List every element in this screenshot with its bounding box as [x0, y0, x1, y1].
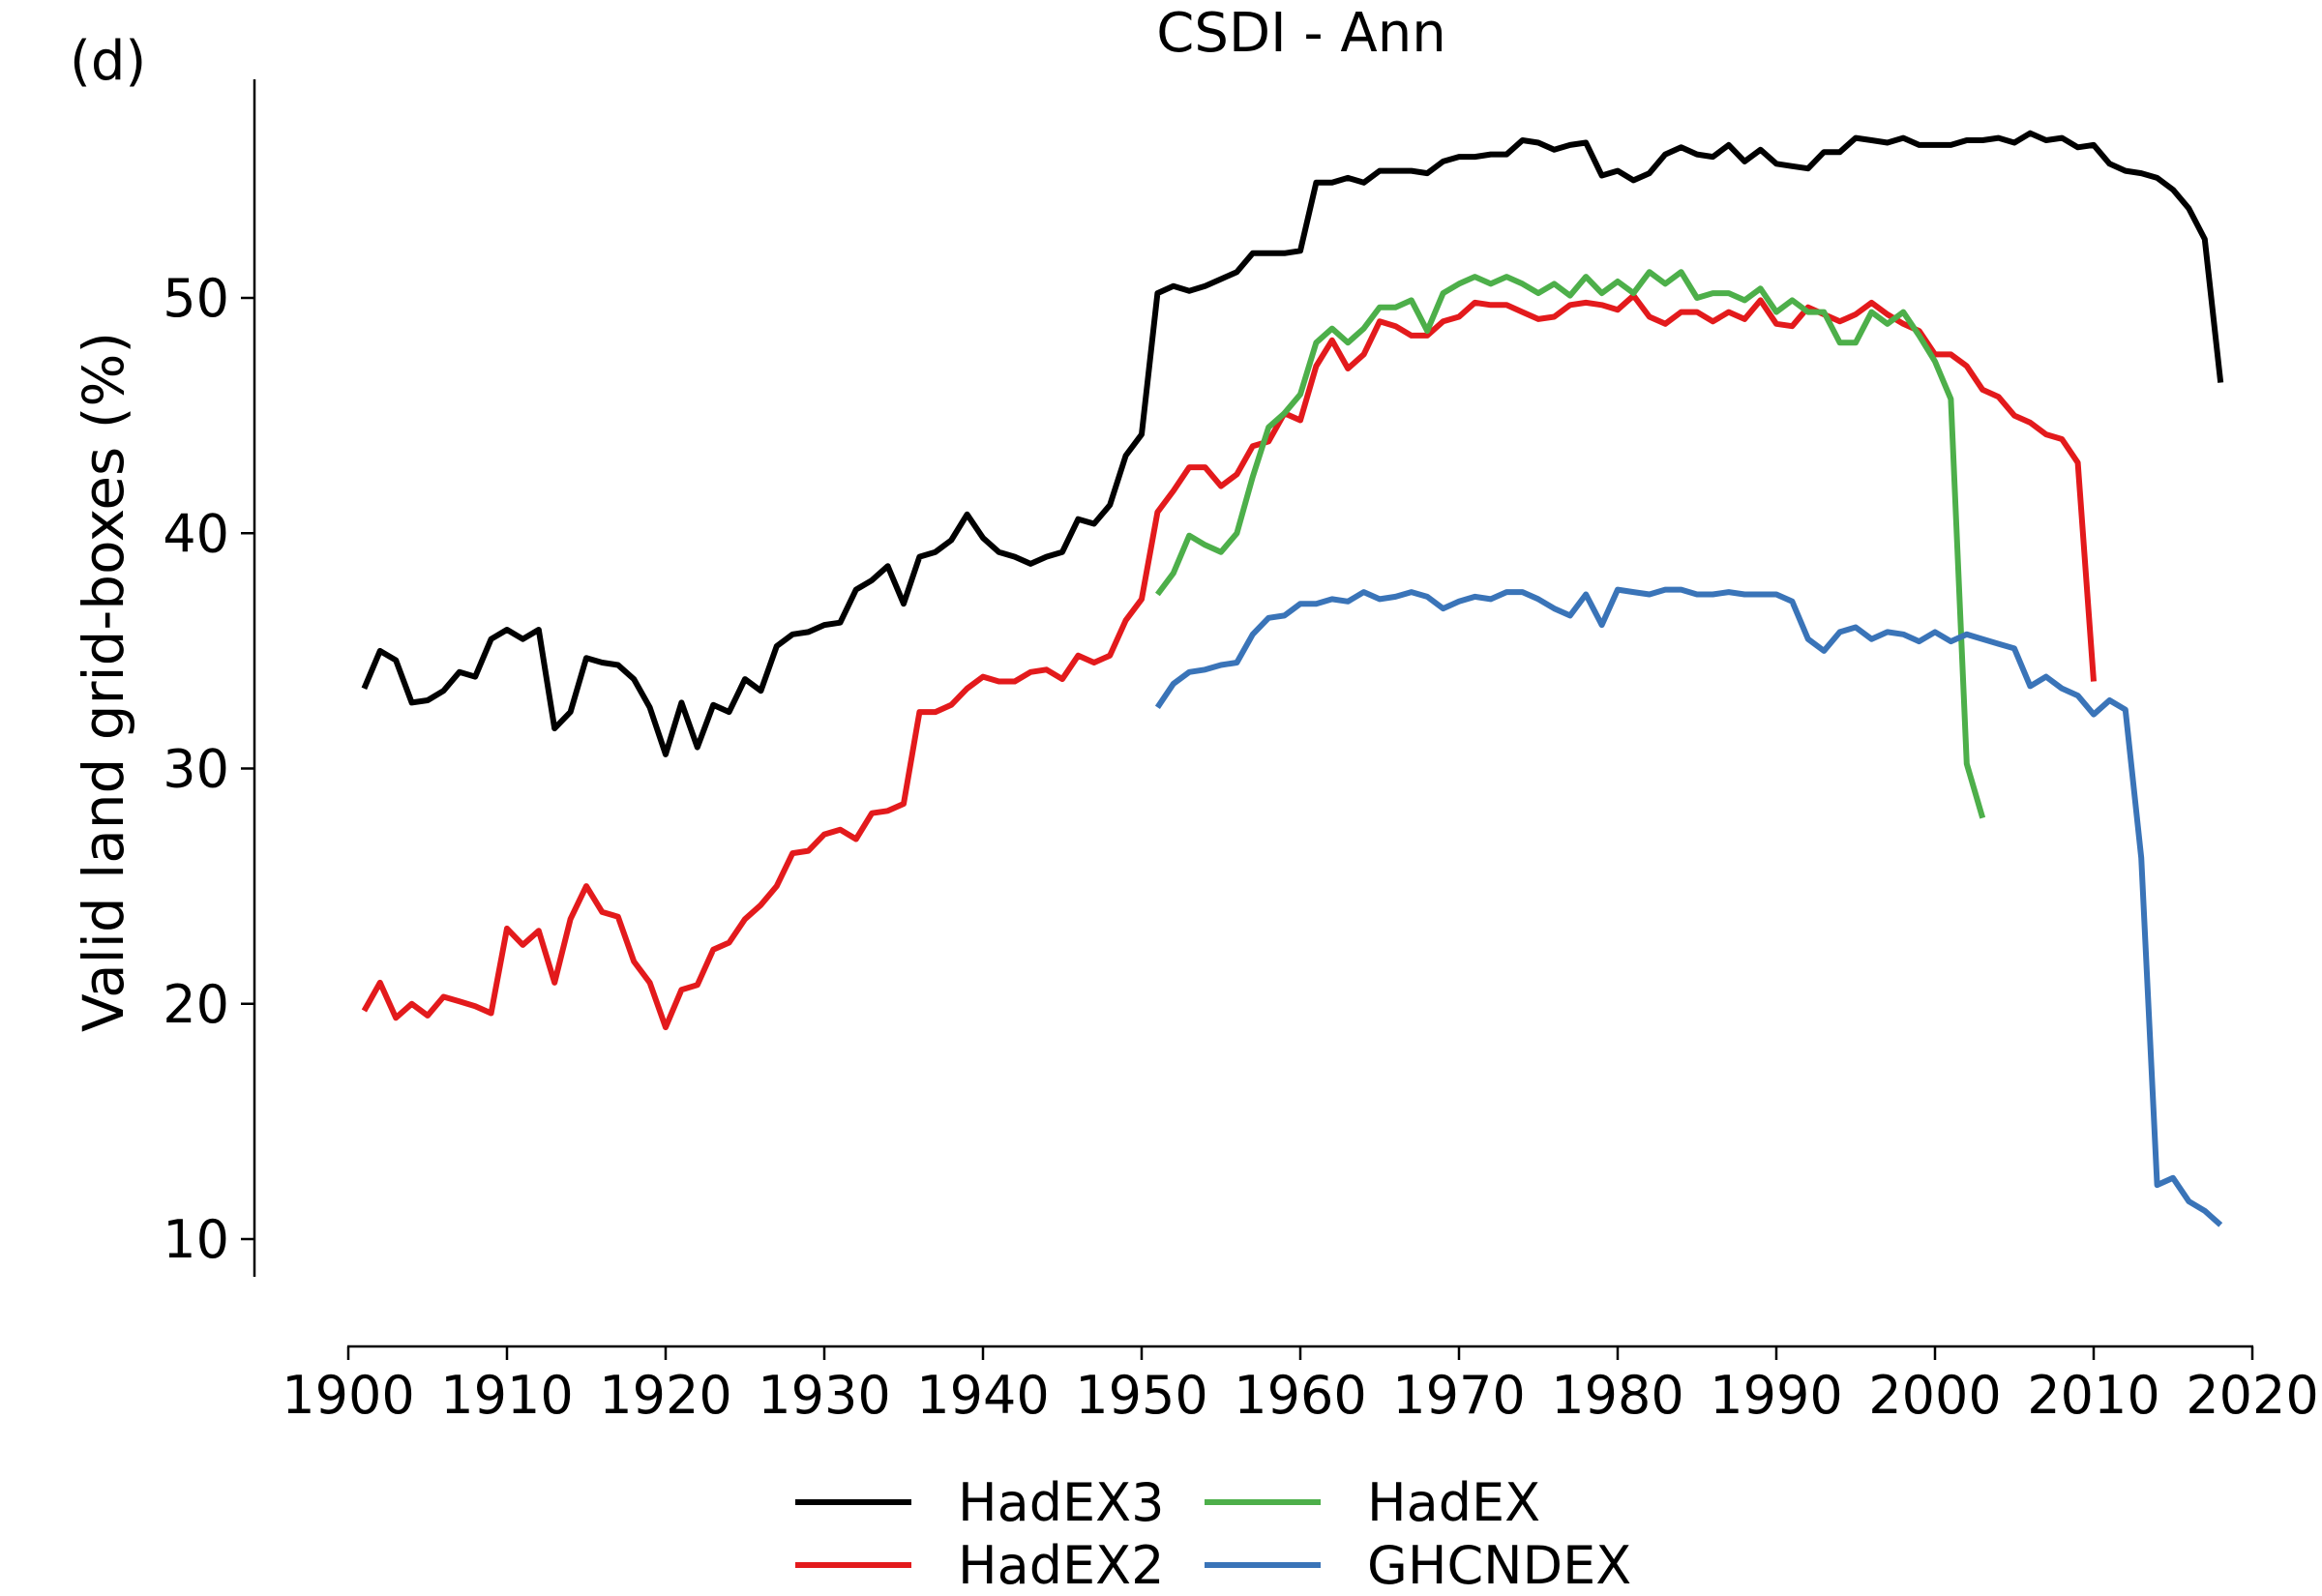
x-tick-label: 1940 — [916, 1365, 1049, 1426]
series-line-hadex — [1154, 269, 1986, 819]
legend-label-hadex3: HadEX3 — [958, 1472, 1164, 1533]
legend-label-ghcndex: GHCNDEX — [1367, 1535, 1631, 1596]
y-tick-label: 40 — [163, 503, 229, 564]
x-tick-label: 2000 — [1868, 1365, 2001, 1426]
y-axis: 10 20 30 40 50 — [163, 79, 256, 1277]
x-tick-label: 1930 — [758, 1365, 890, 1426]
x-tick-label: 1900 — [282, 1365, 414, 1426]
series-line-hadex3 — [361, 130, 2224, 757]
x-tick-label: 1910 — [440, 1365, 573, 1426]
chart-title: CSDI - Ann — [1156, 2, 1445, 65]
x-tick-label: 1920 — [599, 1365, 731, 1426]
x-tick-label: 1980 — [1551, 1365, 1683, 1426]
legend-label-hadex2: HadEX2 — [958, 1535, 1164, 1596]
x-tick-label: 1970 — [1392, 1365, 1525, 1426]
y-tick-label: 10 — [163, 1209, 229, 1270]
x-tick-label: 1950 — [1075, 1365, 1207, 1426]
x-tick-label: 2010 — [2027, 1365, 2159, 1426]
y-tick-label: 50 — [163, 268, 229, 329]
panel-label: (d) — [70, 30, 146, 93]
y-axis-label: Valid land grid-boxes (%) — [71, 332, 136, 1032]
legend-label-hadex: HadEX — [1367, 1472, 1540, 1533]
y-tick-label: 30 — [163, 739, 229, 800]
series-line-ghcndex — [1154, 586, 2223, 1227]
y-tick-label: 20 — [163, 974, 229, 1035]
series-layer — [361, 130, 2224, 1227]
x-axis: 1900 1910 1920 1930 1940 1950 1960 1970 1980 1990… — [282, 1345, 2319, 1426]
x-tick-label: 2020 — [2186, 1365, 2318, 1426]
x-tick-label: 1990 — [1710, 1365, 1842, 1426]
x-tick-label: 1960 — [1234, 1365, 1366, 1426]
